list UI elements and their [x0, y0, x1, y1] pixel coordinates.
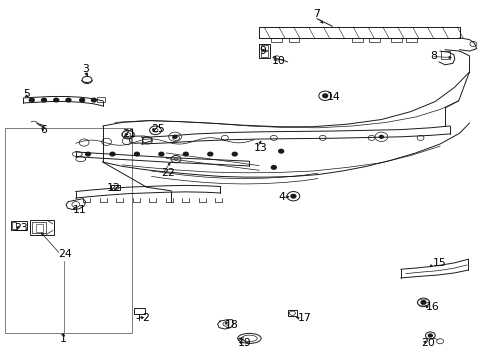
Bar [260, 51, 267, 57]
Bar [259, 44, 269, 58]
Circle shape [207, 152, 212, 156]
Text: 17: 17 [297, 312, 310, 323]
Text: 12: 12 [106, 183, 120, 193]
Bar [11, 221, 27, 230]
Bar [368, 38, 379, 42]
Bar [32, 222, 46, 233]
Text: 16: 16 [425, 302, 438, 312]
Circle shape [66, 98, 71, 102]
Text: 13: 13 [254, 143, 267, 153]
Circle shape [173, 135, 177, 138]
Text: 8: 8 [429, 51, 436, 61]
Circle shape [110, 152, 115, 156]
Text: 22: 22 [161, 168, 175, 178]
Circle shape [41, 98, 46, 102]
Text: 20: 20 [421, 338, 434, 348]
Text: 19: 19 [237, 338, 251, 348]
Circle shape [271, 166, 276, 169]
Bar [390, 38, 401, 42]
Circle shape [159, 152, 163, 156]
Circle shape [420, 301, 425, 304]
Bar [405, 38, 416, 42]
Bar [134, 308, 144, 314]
Text: 21: 21 [122, 129, 136, 139]
Bar [97, 97, 104, 102]
Text: 3: 3 [82, 64, 89, 74]
Circle shape [278, 149, 283, 153]
Circle shape [379, 135, 383, 138]
Circle shape [85, 152, 90, 156]
Text: 1: 1 [60, 334, 67, 344]
Circle shape [91, 98, 96, 102]
Text: 7: 7 [313, 9, 320, 19]
Text: 15: 15 [432, 258, 446, 268]
Text: 11: 11 [72, 204, 86, 215]
Text: 6: 6 [41, 125, 47, 135]
Text: 2: 2 [142, 312, 148, 323]
Bar [271, 38, 282, 42]
Bar [288, 38, 299, 42]
Text: 5: 5 [23, 89, 30, 99]
Bar [12, 222, 16, 229]
Circle shape [134, 152, 139, 156]
Circle shape [232, 152, 237, 156]
Circle shape [290, 194, 295, 198]
Circle shape [183, 152, 188, 156]
Bar [111, 185, 120, 190]
Bar [5, 128, 132, 333]
Circle shape [54, 98, 59, 102]
Bar [287, 310, 297, 316]
Text: 25: 25 [151, 124, 165, 134]
Circle shape [322, 94, 327, 98]
Bar [260, 45, 267, 50]
Circle shape [29, 98, 34, 102]
Text: 23: 23 [15, 222, 28, 233]
Bar [36, 224, 43, 232]
Bar [351, 38, 362, 42]
Text: 18: 18 [224, 320, 238, 330]
Text: 10: 10 [271, 56, 285, 66]
Circle shape [80, 98, 84, 102]
Text: 24: 24 [59, 249, 72, 259]
Text: 14: 14 [326, 92, 340, 102]
Text: 4: 4 [278, 192, 285, 202]
Circle shape [427, 334, 431, 337]
Text: 9: 9 [259, 46, 265, 56]
Bar [30, 220, 54, 235]
Bar [440, 51, 449, 59]
